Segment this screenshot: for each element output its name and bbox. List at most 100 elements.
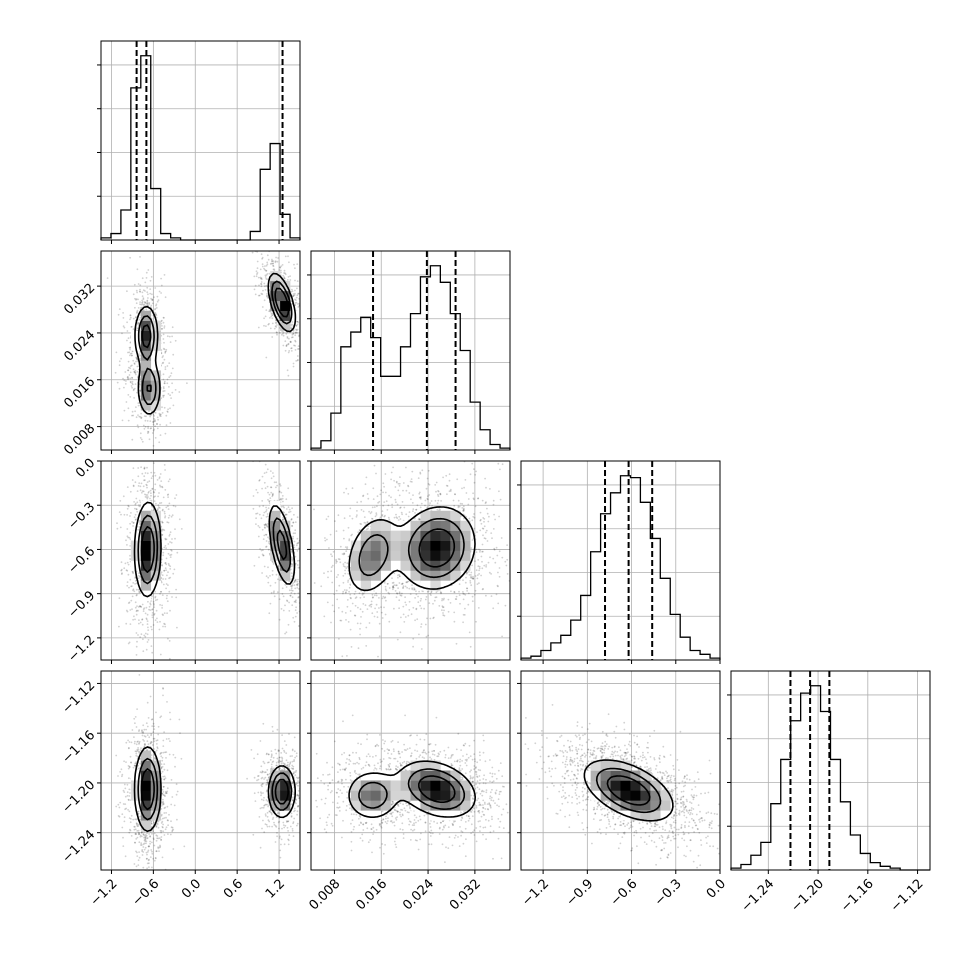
sample-point [133,371,136,373]
sample-point [295,324,298,327]
sample-point [154,677,156,679]
sample-point [368,510,370,513]
sample-point [124,458,126,460]
sample-point [163,622,166,625]
sample-point [282,344,285,347]
sample-point [284,583,287,586]
sample-point [171,367,174,370]
sample-point [481,567,484,570]
sample-point [357,531,360,534]
sample-point [171,382,174,385]
sample-point [394,498,397,501]
sample-point [155,304,157,307]
sample-point [164,625,167,628]
sample-point [128,374,131,376]
sample-point [278,269,281,272]
sample-point [268,493,271,496]
sample-point [134,369,137,372]
sample-point [267,498,269,501]
sample-point [458,583,461,586]
sample-point [295,544,298,547]
sample-point [266,278,269,281]
sample-point [303,333,305,335]
sample-point [338,558,341,561]
sample-point [291,336,294,339]
sample-point [161,406,163,409]
sample-point [132,359,135,362]
sample-point [265,533,268,536]
sample-point [154,619,157,622]
sample-point [464,581,467,584]
sample-point [292,333,295,335]
sample-point [264,268,266,271]
sample-point [365,528,368,531]
sample-point [268,322,270,325]
sample-point [453,504,456,507]
sample-point [149,489,152,492]
sample-point [130,512,132,514]
sample-point [371,596,374,599]
sample-point [288,610,291,612]
sample-point [124,383,127,385]
hist-panel-3 [727,670,931,874]
sample-point [144,493,146,496]
sample-point [265,274,268,276]
sample-point [147,639,150,641]
sample-point [171,514,174,517]
sample-point [136,309,139,312]
sample-point [399,575,401,578]
sample-point [498,567,501,569]
sample-point [461,487,463,490]
sample-point [417,477,420,479]
sample-point [350,646,353,648]
sample-point [162,387,165,390]
sample-point [459,602,461,605]
sample-point [126,330,129,332]
sample-point [396,592,398,595]
sample-point [289,341,292,343]
sample-point [501,635,503,638]
sample-point [165,547,168,550]
sample-point [141,303,144,305]
sample-point [411,470,414,473]
sample-point [401,582,404,585]
sample-point [262,549,264,551]
sample-point [286,599,288,602]
sample-point [435,591,438,594]
sample-point [290,347,292,350]
sample-point [151,651,154,654]
sample-point [163,327,166,329]
sample-point [477,559,480,561]
sample-point [392,466,394,469]
sample-point [290,584,293,587]
sample-point [272,492,274,495]
sample-point [412,508,415,511]
sample-point [417,518,420,521]
sample-point [134,371,136,374]
histogram-step-2 [520,475,721,660]
sample-point [139,489,142,492]
sample-point [133,370,136,373]
sample-point [139,621,142,624]
sample-point [125,622,128,625]
sample-point [278,319,281,322]
sample-point [421,469,424,472]
sample-point [137,609,139,612]
sample-point [134,373,137,376]
sample-point [301,319,303,321]
sample-point [269,602,272,605]
sample-point [141,291,144,294]
sample-point [272,246,274,248]
sample-point [430,590,433,593]
sample-point [296,612,298,614]
sample-point [122,317,125,319]
sample-point [351,517,354,520]
sample-point [292,535,295,538]
sample-point [454,598,457,600]
sample-point [265,540,268,542]
sample-point [405,513,408,516]
sample-point [393,572,396,575]
sample-point [480,555,483,558]
sample-point [481,543,484,546]
sample-point [498,575,501,578]
